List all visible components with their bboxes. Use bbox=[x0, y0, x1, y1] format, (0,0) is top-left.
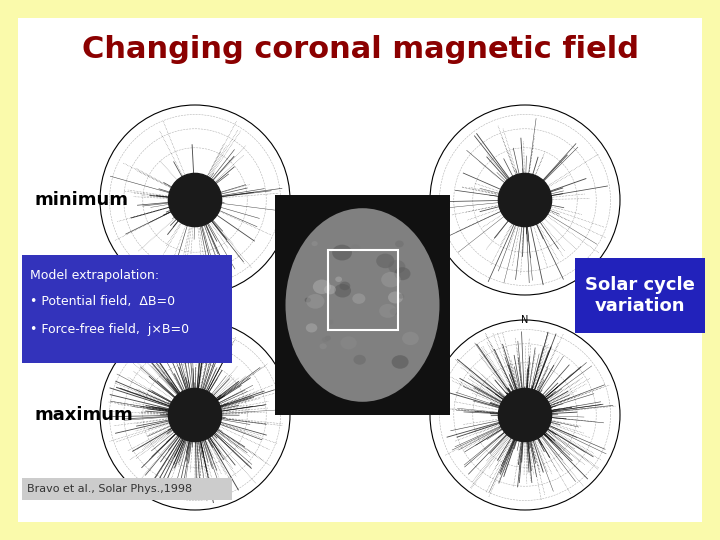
Circle shape bbox=[430, 105, 620, 295]
Text: N: N bbox=[521, 315, 528, 325]
Circle shape bbox=[168, 388, 222, 442]
Ellipse shape bbox=[397, 306, 412, 318]
Ellipse shape bbox=[402, 332, 419, 345]
Ellipse shape bbox=[350, 245, 361, 253]
Text: minimum: minimum bbox=[35, 191, 129, 209]
Circle shape bbox=[498, 388, 552, 442]
Ellipse shape bbox=[379, 304, 397, 318]
Ellipse shape bbox=[390, 308, 398, 315]
Ellipse shape bbox=[354, 355, 366, 365]
Text: • Potential field,  ΔB=0: • Potential field, ΔB=0 bbox=[30, 295, 175, 308]
Text: Changing coronal magnetic field: Changing coronal magnetic field bbox=[81, 36, 639, 64]
Ellipse shape bbox=[313, 280, 331, 294]
Ellipse shape bbox=[322, 337, 328, 342]
Circle shape bbox=[168, 173, 222, 227]
Ellipse shape bbox=[398, 294, 404, 299]
Ellipse shape bbox=[392, 355, 408, 369]
Ellipse shape bbox=[306, 294, 325, 309]
Ellipse shape bbox=[286, 208, 439, 402]
Ellipse shape bbox=[320, 343, 327, 349]
Bar bbox=[22, 255, 232, 363]
Ellipse shape bbox=[377, 254, 395, 268]
Ellipse shape bbox=[341, 336, 357, 349]
Ellipse shape bbox=[332, 245, 352, 260]
Ellipse shape bbox=[339, 281, 350, 290]
Ellipse shape bbox=[388, 260, 405, 274]
Ellipse shape bbox=[312, 241, 318, 246]
Ellipse shape bbox=[388, 292, 403, 303]
Circle shape bbox=[498, 173, 552, 227]
Ellipse shape bbox=[325, 336, 331, 341]
Bar bbox=[575, 258, 705, 333]
Circle shape bbox=[430, 320, 620, 510]
Ellipse shape bbox=[306, 323, 318, 333]
Ellipse shape bbox=[395, 240, 404, 247]
Ellipse shape bbox=[334, 284, 351, 298]
Ellipse shape bbox=[324, 285, 336, 294]
Text: • Force-free field,  j×B=0: • Force-free field, j×B=0 bbox=[30, 323, 189, 336]
Text: maximum: maximum bbox=[35, 406, 134, 424]
Circle shape bbox=[100, 320, 290, 510]
Text: Bravo et al., Solar Phys.,1998: Bravo et al., Solar Phys.,1998 bbox=[27, 484, 192, 494]
Ellipse shape bbox=[352, 293, 365, 304]
Ellipse shape bbox=[395, 267, 410, 280]
Bar bbox=[22, 478, 232, 500]
Ellipse shape bbox=[327, 320, 333, 325]
Text: Model extrapolation:: Model extrapolation: bbox=[30, 269, 159, 282]
Circle shape bbox=[100, 105, 290, 295]
Ellipse shape bbox=[381, 272, 400, 287]
Ellipse shape bbox=[305, 298, 311, 302]
Ellipse shape bbox=[336, 276, 342, 282]
Bar bbox=[328, 250, 397, 330]
Text: Solar cycle
variation: Solar cycle variation bbox=[585, 276, 695, 315]
Bar bbox=[275, 195, 450, 415]
